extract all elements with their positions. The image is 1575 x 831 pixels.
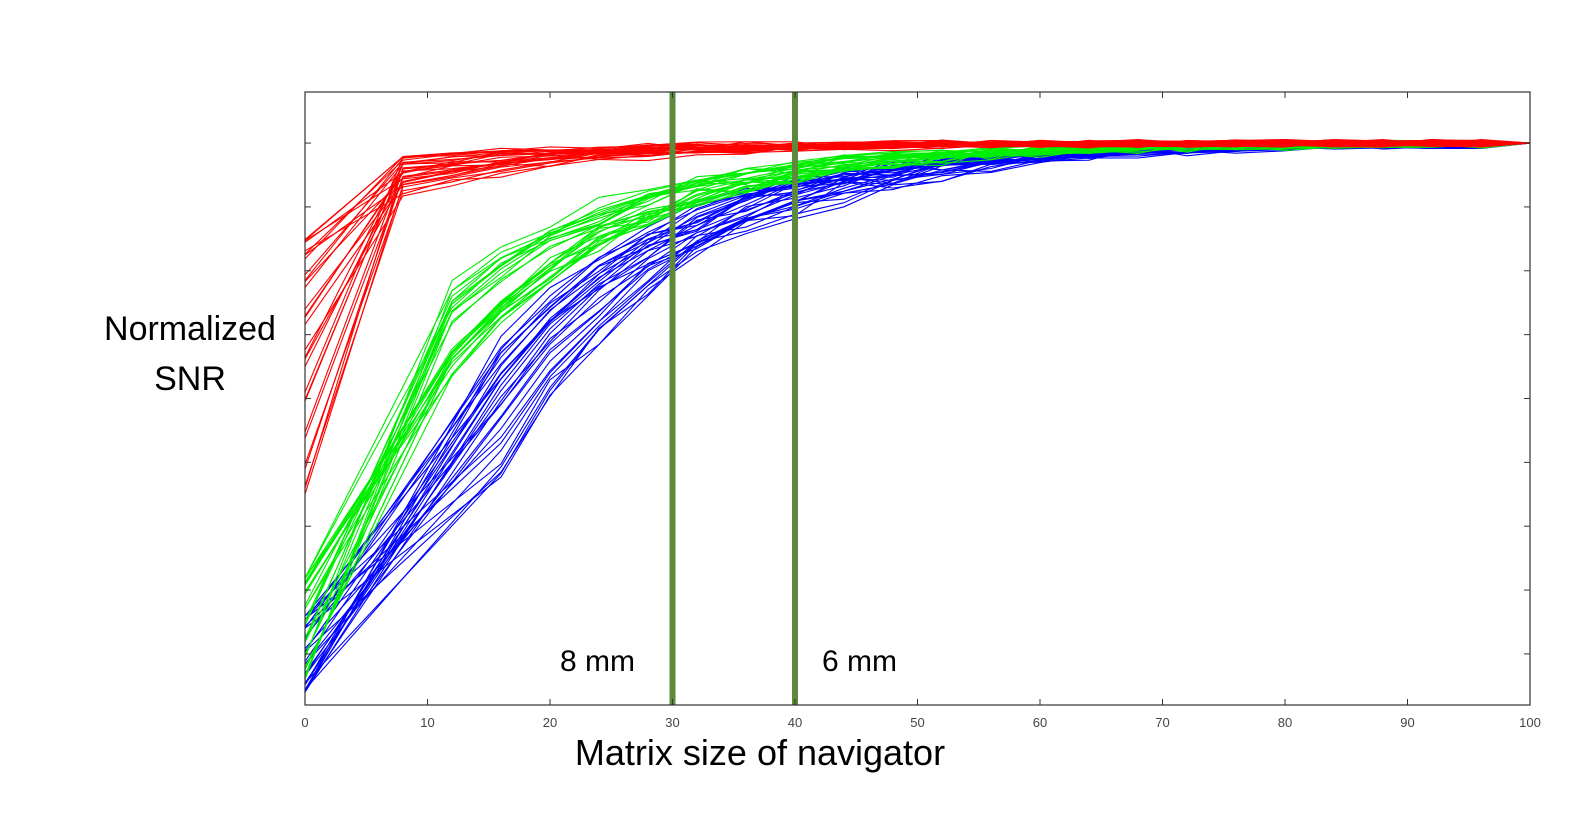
x-tick-label-7: 70 [1155,715,1169,730]
x-tick-label-1: 10 [420,715,434,730]
snr-curve-2-12 [304,140,1531,665]
snr-curve-2-1 [304,140,1531,627]
snr-curve-2-2 [304,141,1531,637]
x-tick-label-5: 50 [910,715,924,730]
snr-curve-1-25 [304,139,1531,626]
snr-curve-1-1 [304,141,1531,580]
snr-curve-2-26 [304,141,1531,691]
x-tick-label-2: 20 [543,715,557,730]
x-tick-label-8: 80 [1278,715,1292,730]
snr-curve-0-12 [304,139,1531,465]
snr-curve-1-5 [304,139,1531,606]
snr-curve-1-4 [304,142,1531,592]
snr-curve-2-23 [304,141,1531,665]
marker-label-8mm: 8 mm [560,645,635,678]
y-axis-label-line-2: SNR [154,360,226,398]
snr-curve-1-20 [304,140,1530,579]
snr-curve-0-29 [304,140,1531,402]
snr-curve-0-18 [304,140,1531,400]
snr-curve-1-14 [304,142,1531,658]
snr-curve-2-4 [304,140,1531,662]
y-axis-label-line-1: Normalized [104,310,276,348]
snr-curve-2-16 [304,142,1531,621]
x-tick-label-10: 100 [1519,715,1541,730]
snr-curve-1-22 [304,142,1531,585]
snr-curve-1-21 [304,141,1531,579]
snr-curve-2-9 [304,140,1531,691]
snr-curve-1-6 [304,140,1531,622]
x-axis-label: Matrix size of navigator [574,732,946,773]
x-tick-label-9: 90 [1400,715,1414,730]
snr-curve-2-19 [304,141,1531,621]
x-tick-label-0: 0 [301,715,308,730]
snr-curve-1-2 [304,141,1531,578]
snr-curve-2-7 [304,140,1531,690]
axis-ticks: 0 10 20 30 40 50 60 70 80 90 100 [301,92,1541,730]
snr-curve-0-20 [304,138,1531,317]
snr-curve-1-16 [304,141,1531,626]
snr-curve-2-29 [304,140,1531,684]
snr-curve-1-3 [304,141,1531,583]
x-tick-label-3: 30 [665,715,679,730]
x-tick-label-4: 40 [788,715,802,730]
x-tick-label-6: 60 [1033,715,1047,730]
snr-curve-1-28 [304,141,1531,670]
snr-curve-2-13 [304,140,1531,652]
snr-curve-1-23 [304,140,1531,595]
snr-curve-1-19 [304,141,1531,584]
vertical-marker-group [669,92,798,705]
snr-curve-2-28 [304,142,1531,690]
curve-group [304,138,1531,693]
snr-curve-2-3 [304,142,1531,649]
marker-label-6mm: 6 mm [822,645,897,678]
snr-curve-2-18 [304,140,1531,617]
snr-curve-1-11 [304,141,1531,680]
snr-curve-1-18 [304,142,1531,595]
snr-curve-1-0 [304,142,1531,586]
